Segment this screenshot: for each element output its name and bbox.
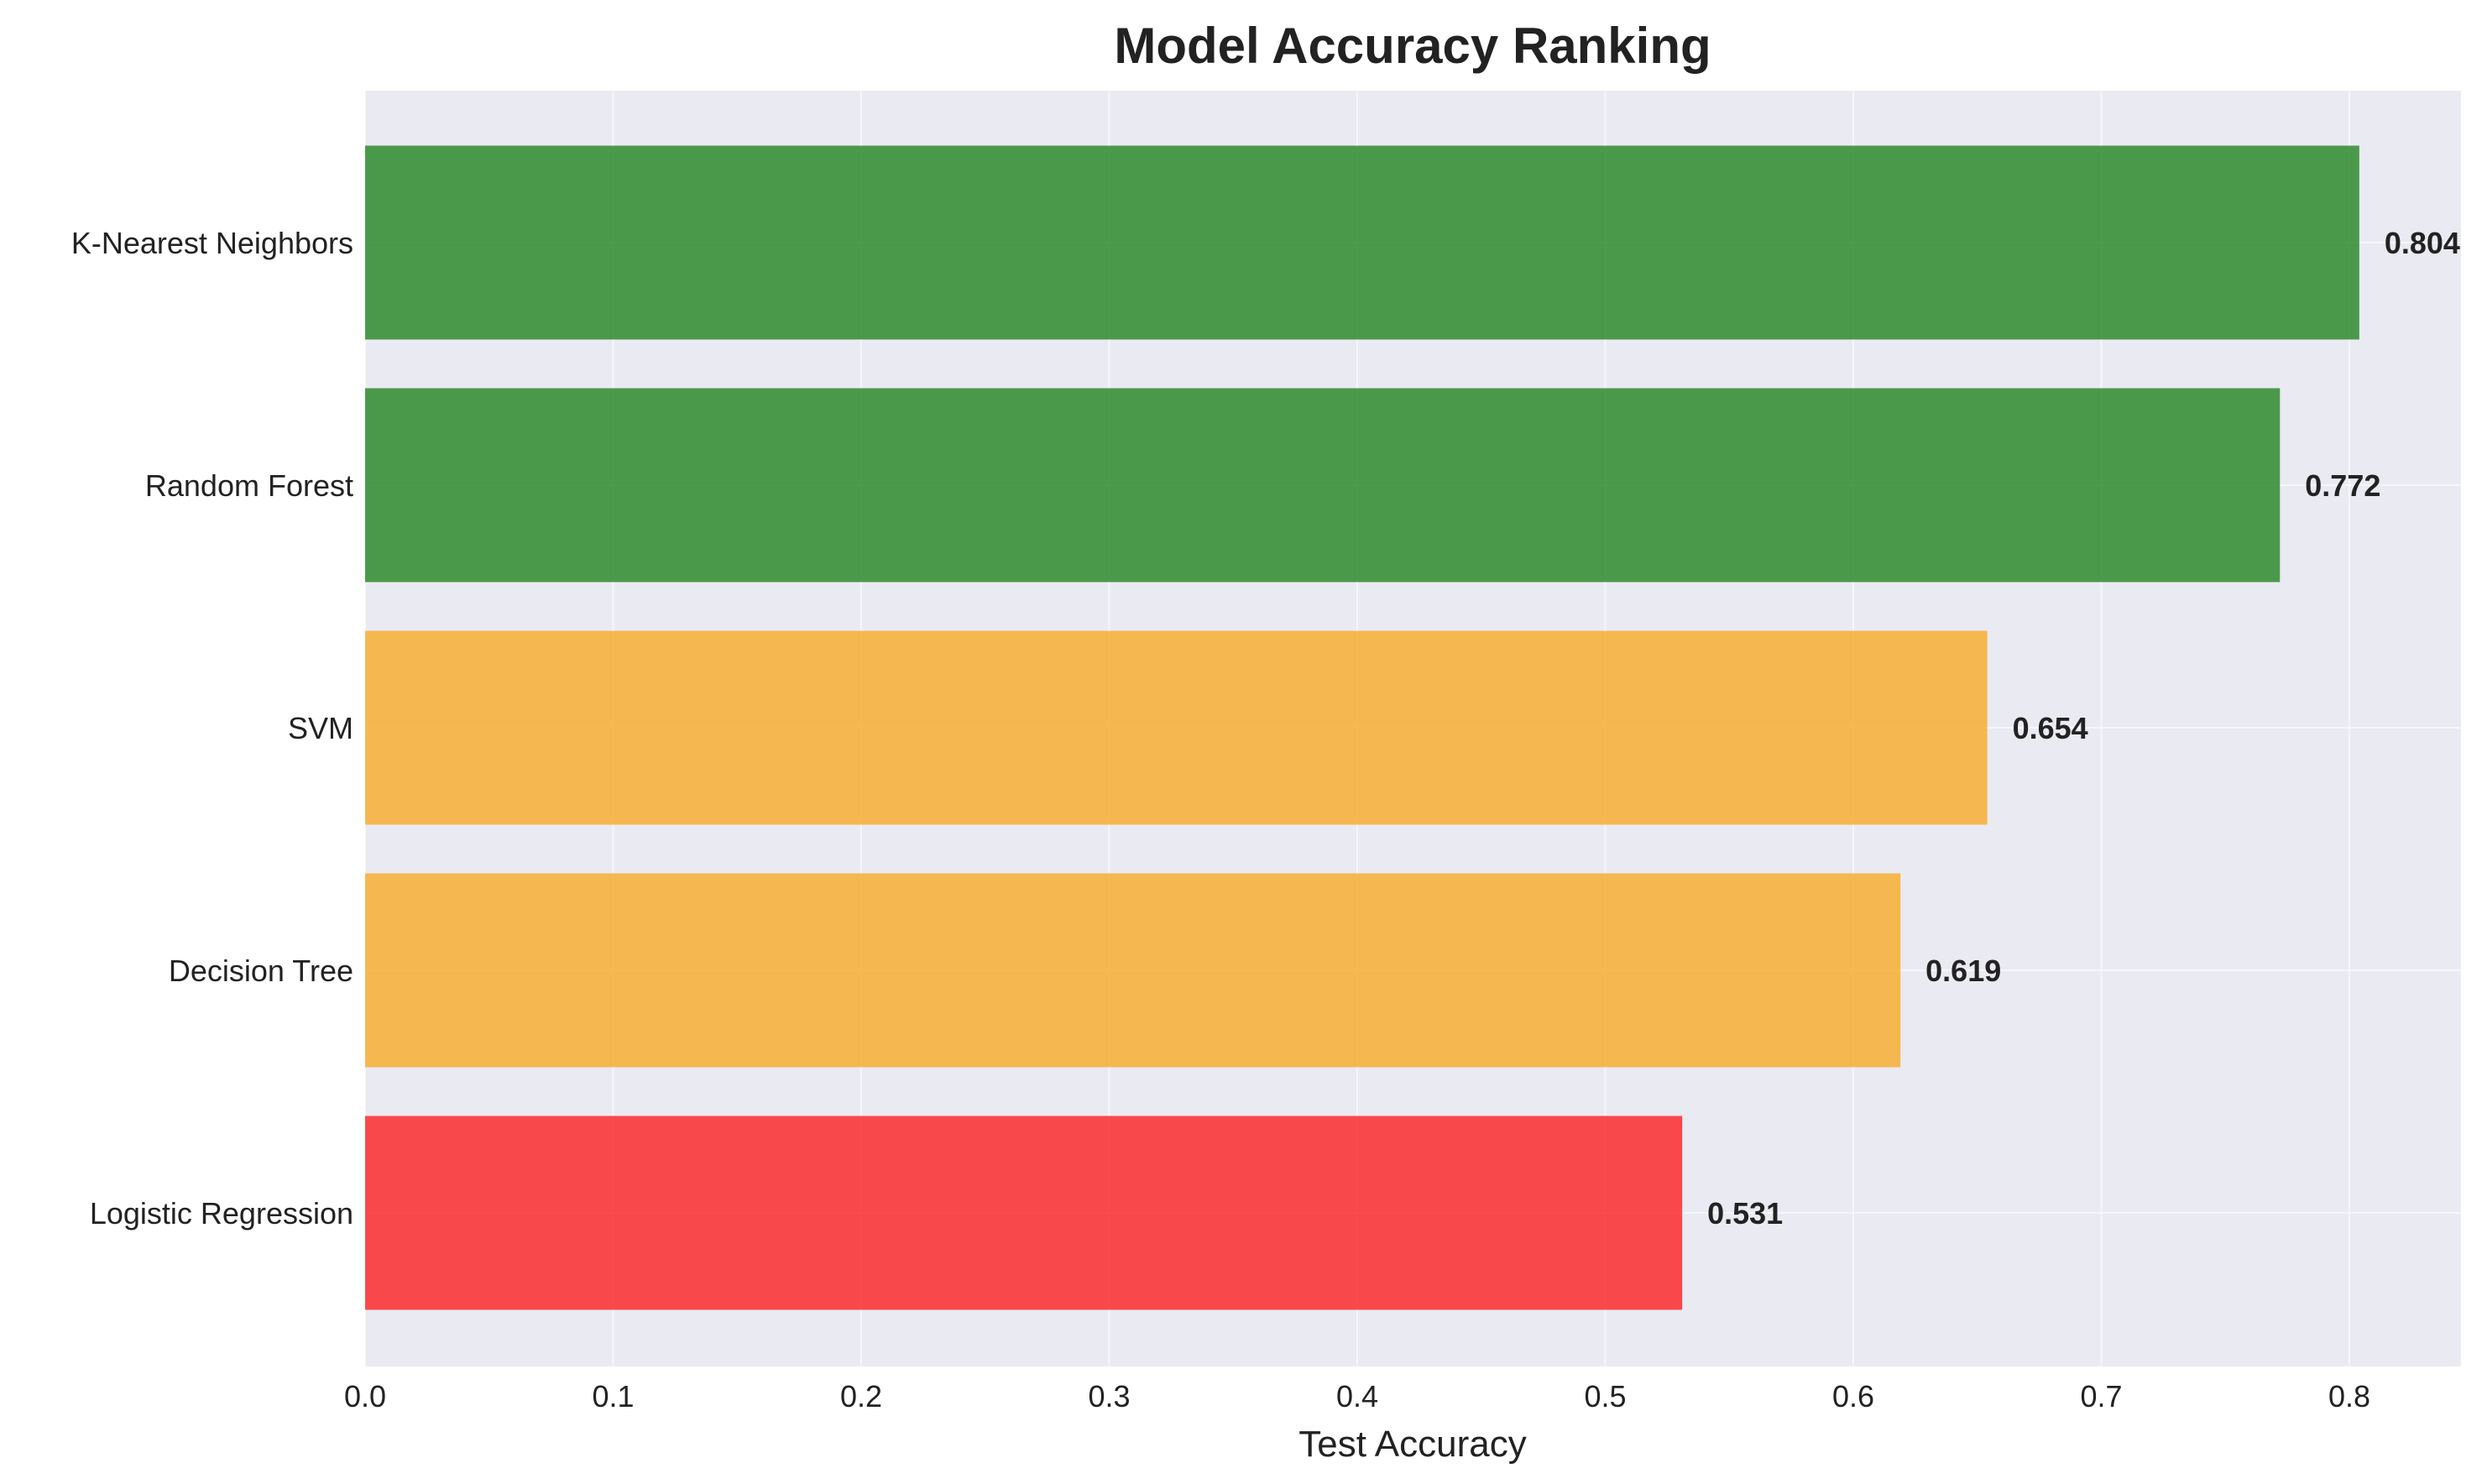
category-labels: K-Nearest Neighbors Random Forest SVM Decis… (71, 226, 353, 1231)
bar-value-label: 0.804 (2385, 226, 2460, 260)
category-label: K-Nearest Neighbors (71, 226, 353, 260)
x-tick-label: 0.6 (1832, 1379, 1874, 1413)
bar-value-label: 0.654 (2013, 711, 2088, 745)
category-label: Decision Tree (169, 954, 353, 988)
x-tick-label: 0.4 (1336, 1379, 1378, 1413)
bars (365, 145, 2359, 1310)
bar (365, 630, 1988, 825)
bar (365, 388, 2281, 583)
category-label: Random Forest (145, 468, 353, 503)
x-tick-label: 0.2 (840, 1379, 882, 1413)
x-tick-label: 0.1 (592, 1379, 634, 1413)
x-tick-label: 0.5 (1584, 1379, 1626, 1413)
bar-value-label: 0.772 (2305, 468, 2380, 503)
x-tick-labels: 0.0 0.1 0.2 0.3 0.4 0.5 0.6 0.7 0.8 (344, 1379, 2370, 1413)
chart-title: Model Accuracy Ranking (1114, 18, 1711, 74)
x-axis-label: Test Accuracy (1298, 1424, 1526, 1465)
bar (365, 1116, 1683, 1310)
x-tick-label: 0.7 (2080, 1379, 2122, 1413)
x-tick-label: 0.8 (2328, 1379, 2370, 1413)
bar-value-label: 0.619 (1925, 954, 2001, 988)
bar (365, 145, 2359, 340)
category-label: SVM (288, 711, 353, 745)
x-tick-label: 0.3 (1088, 1379, 1130, 1413)
category-label: Logistic Regression (90, 1196, 353, 1231)
x-tick-label: 0.0 (344, 1379, 386, 1413)
value-labels: 0.804 0.772 0.654 0.619 0.531 (1707, 226, 2460, 1231)
bar-value-label: 0.531 (1707, 1196, 1783, 1231)
bar (365, 873, 1901, 1068)
